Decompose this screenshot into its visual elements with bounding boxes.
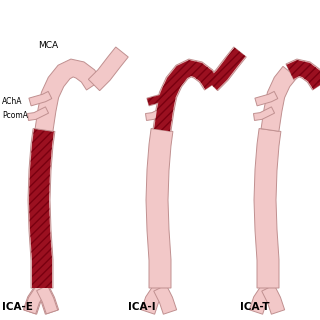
Polygon shape (206, 47, 246, 91)
Polygon shape (286, 59, 320, 90)
Polygon shape (24, 285, 47, 314)
Polygon shape (29, 129, 54, 288)
Text: MCA: MCA (38, 41, 58, 50)
Polygon shape (253, 107, 275, 120)
Polygon shape (23, 284, 48, 314)
Polygon shape (146, 129, 173, 288)
Polygon shape (207, 48, 245, 90)
Polygon shape (147, 92, 170, 106)
Polygon shape (286, 60, 320, 89)
Polygon shape (249, 284, 274, 314)
Polygon shape (154, 285, 177, 314)
Polygon shape (141, 284, 166, 314)
Text: PcomA: PcomA (2, 110, 28, 119)
Polygon shape (28, 107, 49, 120)
Polygon shape (36, 285, 59, 314)
Polygon shape (314, 47, 320, 91)
Polygon shape (35, 59, 101, 131)
Polygon shape (36, 285, 58, 314)
Polygon shape (254, 129, 281, 288)
Polygon shape (261, 66, 297, 131)
Polygon shape (154, 60, 219, 131)
Text: ICA-I: ICA-I (128, 302, 156, 312)
Polygon shape (88, 47, 128, 91)
Polygon shape (29, 92, 52, 106)
Polygon shape (262, 285, 285, 314)
Text: AChA: AChA (2, 98, 22, 107)
Polygon shape (315, 48, 320, 90)
Text: ICA-E: ICA-E (2, 302, 33, 312)
Polygon shape (147, 92, 170, 105)
Polygon shape (153, 59, 220, 131)
Polygon shape (255, 92, 278, 106)
Text: ICA-T: ICA-T (240, 302, 269, 312)
Polygon shape (28, 129, 55, 288)
Polygon shape (146, 107, 167, 120)
